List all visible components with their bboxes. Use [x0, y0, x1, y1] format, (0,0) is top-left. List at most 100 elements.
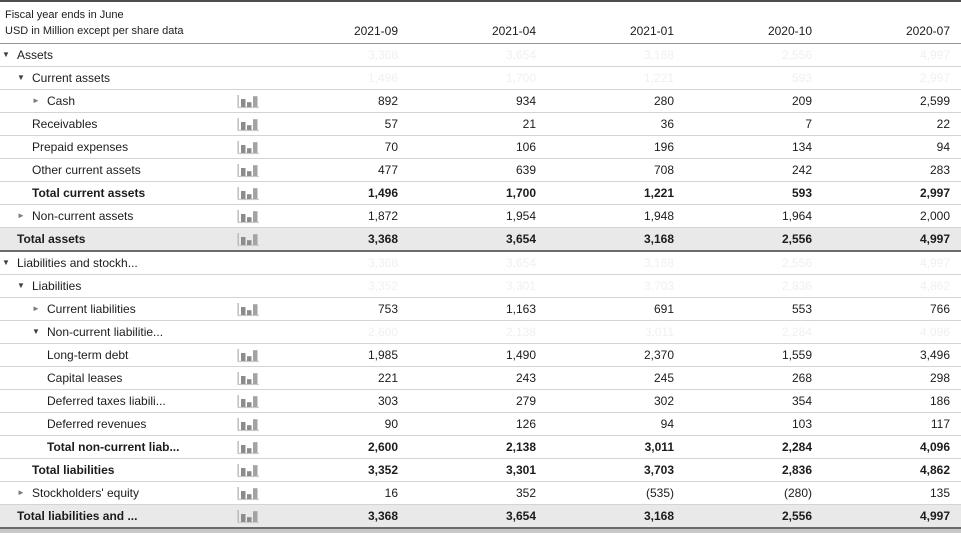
- value-cell: 2,284: [781, 440, 812, 454]
- value-cell: 3,168: [643, 48, 674, 62]
- value-cell: 1,700: [505, 186, 536, 200]
- value-cell: 36: [660, 117, 674, 131]
- name-cell: ► Current liabilities: [0, 302, 228, 316]
- name-cell: ► Cash: [0, 94, 228, 108]
- name-cell: Total non-current liab...: [0, 440, 228, 454]
- value-cell: 593: [791, 71, 812, 85]
- expander-icon[interactable]: ►: [32, 96, 40, 105]
- icon-cell: [228, 117, 270, 132]
- value-cell: 354: [791, 394, 812, 408]
- value-cell: 934: [515, 94, 536, 108]
- value-cell: 593: [791, 186, 812, 200]
- mini-bar-chart-icon[interactable]: [237, 232, 261, 247]
- expander-icon[interactable]: ▼: [2, 50, 10, 59]
- icon-cell: [228, 417, 270, 432]
- table-body: ▼ Assets 3,368 3,654 3,168 2,556 4,997 ▼…: [0, 44, 961, 529]
- table-row: Total liabilities 3,352 3,301 3,703 2,83…: [0, 459, 961, 482]
- mini-bar-chart-icon[interactable]: [237, 209, 261, 224]
- row-label: Current liabilities: [47, 302, 136, 316]
- value-cell: 196: [653, 140, 674, 154]
- value-cell: 283: [929, 163, 950, 177]
- value-cell: 3,654: [505, 509, 536, 523]
- mini-bar-chart-icon[interactable]: [237, 117, 261, 132]
- value-cell: 4,997: [919, 48, 950, 62]
- value-cell: 209: [791, 94, 812, 108]
- value-cell: 106: [515, 140, 536, 154]
- units-note: USD in Million except per share data: [5, 25, 184, 37]
- expander-icon[interactable]: ▼: [17, 281, 25, 290]
- table-row: ▼ Liabilities and stockh... 3,368 3,654 …: [0, 252, 961, 275]
- value-cell: 3,368: [367, 509, 398, 523]
- column-header-date: 2021-01: [629, 24, 674, 38]
- icon-cell: [228, 348, 270, 363]
- value-cell: 2,600: [367, 325, 398, 339]
- mini-bar-chart-icon[interactable]: [237, 440, 261, 455]
- value-cell: 4,862: [919, 279, 950, 293]
- mini-bar-chart-icon[interactable]: [237, 94, 261, 109]
- value-cell: 2,836: [781, 463, 812, 477]
- value-cell: 4,096: [919, 440, 950, 454]
- mini-bar-chart-icon[interactable]: [237, 163, 261, 178]
- mini-bar-chart-icon[interactable]: [237, 371, 261, 386]
- table-row: Prepaid expenses 70 106 196 134 94: [0, 136, 961, 159]
- name-cell: Prepaid expenses: [0, 140, 228, 154]
- value-cell: 2,600: [367, 440, 398, 454]
- value-cell: 134: [791, 140, 812, 154]
- value-cell: 1,872: [367, 209, 398, 223]
- value-cell: 2,599: [919, 94, 950, 108]
- value-cell: 2,370: [643, 348, 674, 362]
- table-row: Deferred revenues 90 126 94 103 117: [0, 413, 961, 436]
- expander-icon[interactable]: ►: [17, 211, 25, 220]
- name-cell: Total assets: [0, 232, 228, 246]
- value-cell: 2,284: [781, 325, 812, 339]
- row-label: Total liabilities and ...: [17, 509, 138, 523]
- name-cell: Long-term debt: [0, 348, 228, 362]
- expander-icon[interactable]: ▼: [32, 327, 40, 336]
- name-cell: ▼ Non-current liabilitie...: [0, 325, 228, 339]
- mini-bar-chart-icon[interactable]: [237, 463, 261, 478]
- value-cell: 2,556: [781, 232, 812, 246]
- expander-icon[interactable]: ▼: [17, 73, 25, 82]
- table-row: ► Cash 892 934 280 209 2,599: [0, 90, 961, 113]
- mini-bar-chart-icon[interactable]: [237, 509, 261, 524]
- value-cell: 221: [377, 371, 398, 385]
- name-cell: Receivables: [0, 117, 228, 131]
- value-cell: 3,703: [643, 463, 674, 477]
- row-label: Liabilities: [32, 279, 82, 293]
- value-cell: 21: [522, 117, 536, 131]
- mini-bar-chart-icon[interactable]: [237, 417, 261, 432]
- value-cell: 3,703: [643, 279, 674, 293]
- row-label: Long-term debt: [47, 348, 129, 362]
- name-cell: Total liabilities and ...: [0, 509, 228, 523]
- icon-cell: [228, 486, 270, 501]
- expander-icon[interactable]: ▼: [2, 258, 10, 267]
- expander-icon[interactable]: ►: [17, 488, 25, 497]
- value-cell: 753: [377, 302, 398, 316]
- row-label: Non-current assets: [32, 209, 134, 223]
- name-cell: ▼ Liabilities and stockh...: [0, 256, 228, 270]
- value-cell: 3,654: [505, 256, 536, 270]
- mini-bar-chart-icon[interactable]: [237, 140, 261, 155]
- icon-cell: [228, 71, 270, 86]
- value-cell: 135: [929, 486, 950, 500]
- mini-bar-chart-icon[interactable]: [237, 302, 261, 317]
- mini-bar-chart-icon[interactable]: [237, 186, 261, 201]
- mini-bar-chart-icon[interactable]: [237, 486, 261, 501]
- icon-cell: [228, 232, 270, 247]
- value-cell: 117: [930, 417, 950, 431]
- value-cell: 3,368: [367, 256, 398, 270]
- icon-cell: [228, 463, 270, 478]
- icon-cell: [228, 186, 270, 201]
- value-cell: 1,985: [367, 348, 398, 362]
- table-row: Other current assets 477 639 708 242 283: [0, 159, 961, 182]
- value-cell: 3,011: [644, 325, 674, 339]
- value-cell: 3,168: [643, 509, 674, 523]
- mini-bar-chart-icon[interactable]: [237, 394, 261, 409]
- mini-bar-chart-icon[interactable]: [237, 348, 261, 363]
- expander-icon[interactable]: ►: [32, 304, 40, 313]
- table-row: Deferred taxes liabili... 303 279 302 35…: [0, 390, 961, 413]
- value-cell: 3,301: [505, 279, 536, 293]
- horizontal-scrollbar[interactable]: [0, 529, 961, 533]
- value-cell: 243: [515, 371, 536, 385]
- value-cell: 268: [791, 371, 812, 385]
